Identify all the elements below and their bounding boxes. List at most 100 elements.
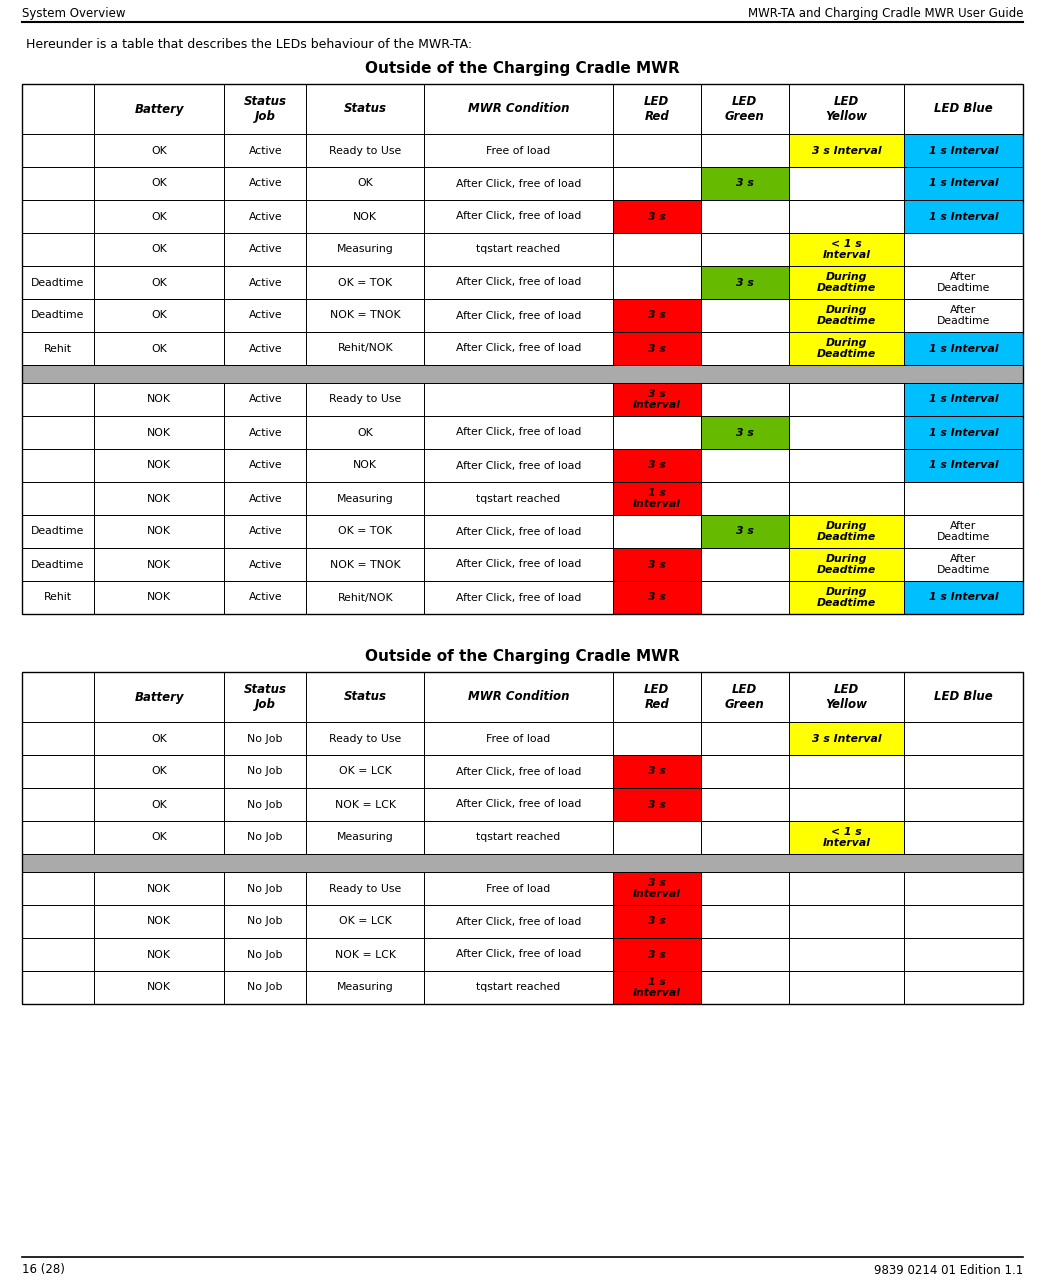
Bar [701, 384, 789, 416]
Text: NOK: NOK [147, 593, 171, 603]
Text: 3 s: 3 s [736, 178, 753, 189]
Text: 3 s: 3 s [648, 461, 666, 471]
Text: System Overview: System Overview [22, 8, 125, 21]
Bar [22, 200, 94, 234]
Bar [612, 581, 701, 615]
Bar [22, 234, 94, 266]
Text: 1 s
Interval: 1 s Interval [632, 488, 680, 509]
Text: LED
Red: LED Red [644, 95, 669, 123]
Text: LED Blue: LED Blue [934, 690, 993, 703]
Text: Rehit/NOK: Rehit/NOK [338, 593, 393, 603]
Bar [612, 672, 701, 722]
Text: During
Deadtime: During Deadtime [817, 586, 876, 608]
Bar [22, 133, 94, 167]
Bar [306, 416, 424, 449]
Bar [701, 581, 789, 615]
Bar [424, 722, 612, 754]
Bar [94, 581, 225, 615]
Bar [424, 548, 612, 581]
Bar [22, 266, 94, 299]
Text: Active: Active [249, 559, 282, 570]
Bar [789, 971, 904, 1005]
Bar [904, 788, 1023, 821]
Bar [225, 416, 306, 449]
Text: LED
Red: LED Red [644, 684, 669, 711]
Text: OK: OK [152, 799, 167, 810]
Bar [424, 449, 612, 482]
Text: After Click, free of load: After Click, free of load [456, 593, 581, 603]
Text: Active: Active [249, 245, 282, 254]
Bar [22, 672, 1023, 1005]
Bar [701, 672, 789, 722]
Bar [904, 384, 1023, 416]
Bar [904, 266, 1023, 299]
Text: Active: Active [249, 178, 282, 189]
Text: NOK: NOK [147, 526, 171, 536]
Text: NOK = LCK: NOK = LCK [334, 949, 396, 960]
Text: < 1 s
Interval: < 1 s Interval [822, 239, 870, 260]
Bar [904, 905, 1023, 938]
Bar [904, 938, 1023, 971]
Text: After Click, free of load: After Click, free of load [456, 949, 581, 960]
Text: Battery: Battery [135, 690, 184, 703]
Bar [22, 167, 94, 200]
Text: No Job: No Job [248, 766, 283, 776]
Text: Free of load: Free of load [486, 145, 551, 155]
Text: Active: Active [249, 310, 282, 321]
Text: 1 s Interval: 1 s Interval [929, 427, 998, 438]
Bar [789, 299, 904, 332]
Bar [789, 266, 904, 299]
Bar [94, 548, 225, 581]
Bar [612, 754, 701, 788]
Text: Ready to Use: Ready to Use [329, 884, 401, 893]
Bar [701, 788, 789, 821]
Bar [701, 332, 789, 364]
Text: After
Deadtime: After Deadtime [936, 554, 990, 575]
Text: No Job: No Job [248, 734, 283, 744]
Bar [22, 672, 94, 722]
Text: NOK: NOK [147, 559, 171, 570]
Bar [904, 872, 1023, 905]
Text: After
Deadtime: After Deadtime [936, 272, 990, 293]
Text: 3 s: 3 s [648, 344, 666, 354]
Bar [904, 971, 1023, 1005]
Text: No Job: No Job [248, 799, 283, 810]
Text: Status: Status [344, 690, 387, 703]
Bar [701, 482, 789, 514]
Text: Rehit/NOK: Rehit/NOK [338, 344, 393, 354]
Bar [904, 332, 1023, 364]
Bar [22, 299, 94, 332]
Text: MWR Condition: MWR Condition [468, 690, 570, 703]
Bar [789, 384, 904, 416]
Text: After Click, free of load: After Click, free of load [456, 799, 581, 810]
Bar [225, 581, 306, 615]
Text: After Click, free of load: After Click, free of load [456, 310, 581, 321]
Text: LED
Yellow: LED Yellow [826, 95, 867, 123]
Bar [789, 482, 904, 514]
Text: tqstart reached: tqstart reached [477, 494, 560, 503]
Text: 16 (28): 16 (28) [22, 1264, 65, 1277]
Bar [701, 872, 789, 905]
Bar [22, 581, 94, 615]
Bar [225, 83, 306, 133]
Bar [612, 416, 701, 449]
Bar [904, 482, 1023, 514]
Text: Deadtime: Deadtime [31, 277, 85, 287]
Text: Ready to Use: Ready to Use [329, 734, 401, 744]
Bar [789, 200, 904, 234]
Bar [789, 672, 904, 722]
Text: NOK: NOK [147, 884, 171, 893]
Bar [424, 416, 612, 449]
Text: OK: OK [152, 344, 167, 354]
Text: MWR-TA and Charging Cradle MWR User Guide: MWR-TA and Charging Cradle MWR User Guid… [747, 8, 1023, 21]
Text: During
Deadtime: During Deadtime [817, 337, 876, 359]
Bar [904, 167, 1023, 200]
Bar [612, 971, 701, 1005]
Bar [701, 83, 789, 133]
Text: Status: Status [344, 103, 387, 115]
Bar [789, 514, 904, 548]
Text: Active: Active [249, 461, 282, 471]
Bar [22, 548, 94, 581]
Bar [225, 754, 306, 788]
Bar [306, 872, 424, 905]
